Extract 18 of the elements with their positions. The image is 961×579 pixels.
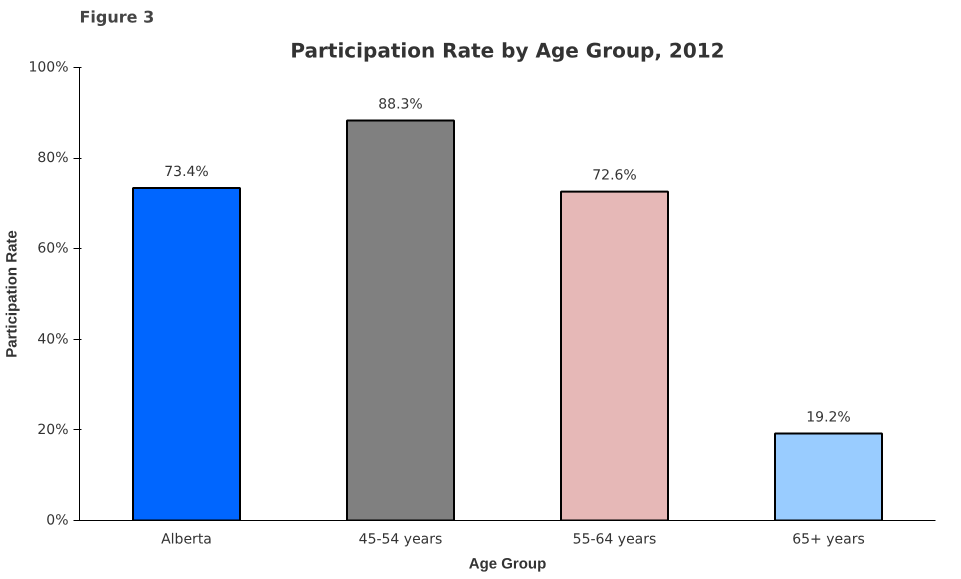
y-tick-label: 60% — [37, 240, 69, 257]
x-axis-title: Age Group — [468, 556, 546, 572]
x-tick-label: 65+ years — [792, 532, 865, 548]
x-tick-label: 45-54 years — [358, 532, 442, 548]
y-tick-label: 20% — [37, 422, 69, 438]
y-tick-label: 100% — [28, 60, 69, 76]
data-label: 73.4% — [164, 164, 209, 180]
y-tick-label: 80% — [37, 150, 69, 166]
caption: Figure 3 — [80, 8, 154, 26]
data-label: 88.3% — [378, 96, 423, 112]
x-tick-label: Alberta — [161, 532, 212, 548]
data-label: 72.6% — [592, 168, 637, 184]
chart-title: Participation Rate by Age Group, 2012 — [290, 38, 725, 62]
data-label: 19.2% — [806, 410, 851, 426]
x-tick-label: 55-64 years — [572, 532, 656, 548]
y-axis-title: Participation Rate — [3, 230, 20, 358]
y-tick-label: 40% — [37, 331, 69, 348]
y-tick-label: 0% — [46, 512, 69, 528]
